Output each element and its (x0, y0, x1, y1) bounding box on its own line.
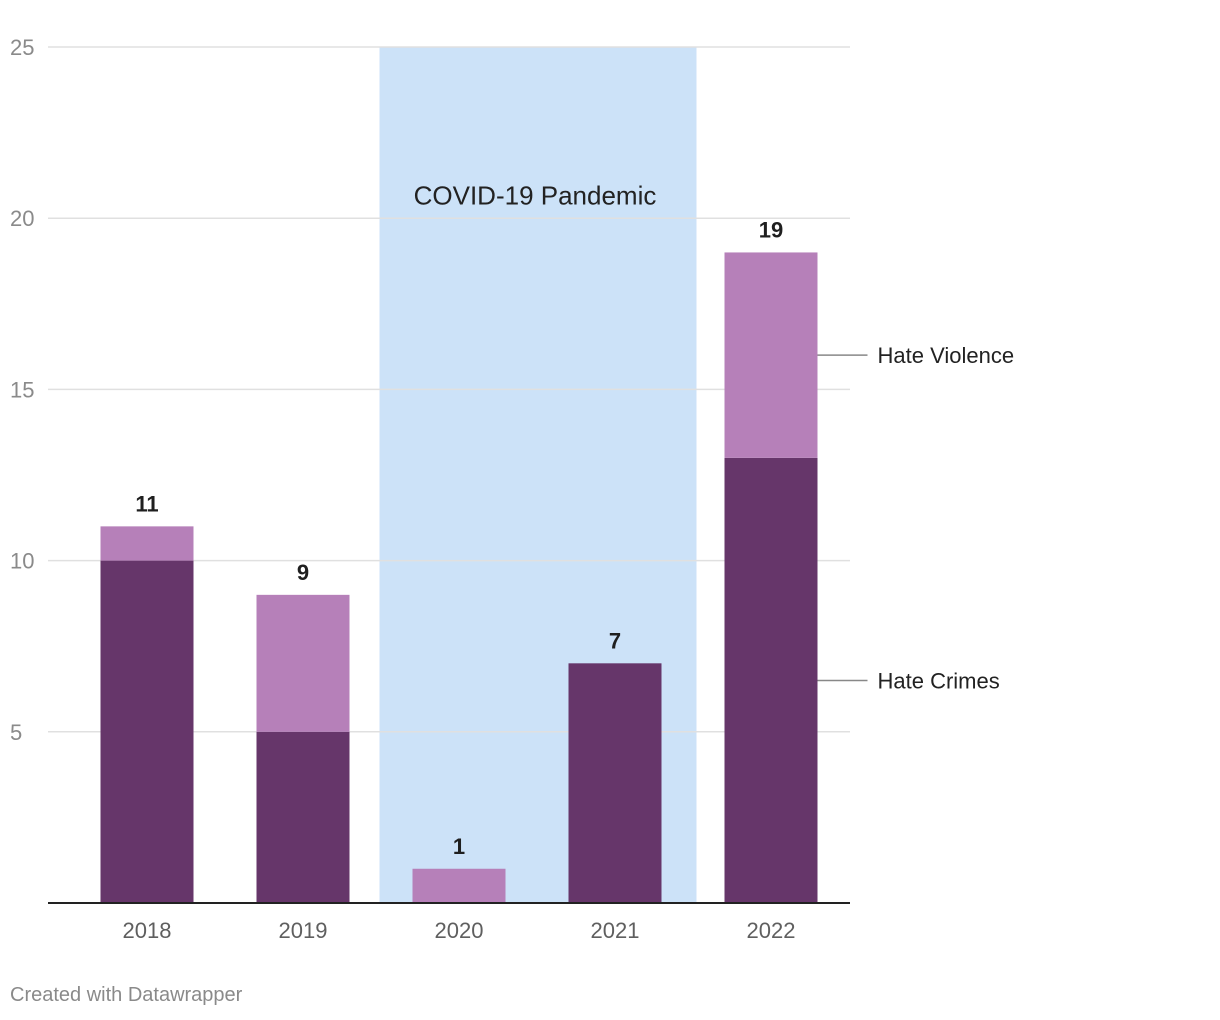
x-tick-label: 2019 (279, 918, 328, 943)
covid-band-label: COVID-19 Pandemic (414, 181, 657, 211)
x-tick-label: 2020 (435, 918, 484, 943)
bar-hate-violence-2020 (412, 868, 506, 903)
bar-total-label: 19 (759, 217, 783, 242)
y-tick-label: 25 (10, 35, 34, 60)
credit-text: Created with Datawrapper (10, 984, 243, 1006)
bar-total-label: 11 (135, 491, 158, 516)
bar-hate-violence-2022 (724, 252, 818, 458)
bar-hate-violence-2018 (100, 526, 194, 561)
bar-hate-crimes-2019 (256, 731, 350, 903)
legend-label-hate-violence: Hate Violence (878, 343, 1015, 368)
y-tick-label: 20 (10, 206, 34, 231)
x-tick-label: 2018 (123, 918, 172, 943)
bar-hate-crimes-2022 (724, 457, 818, 903)
y-tick-label: 5 (10, 720, 22, 745)
bar-hate-crimes-2018 (100, 560, 194, 903)
bar-hate-violence-2019 (256, 594, 350, 732)
stacked-bar-chart: COVID-19 Pandemic 5 10 15 20 25 2018 2019 2020… (10, 35, 1015, 943)
y-tick-label: 10 (10, 549, 34, 574)
legend-label-hate-crimes: Hate Crimes (878, 668, 1000, 693)
bar-total-label: 9 (297, 560, 309, 585)
bar-total-label: 7 (609, 628, 621, 653)
bar-hate-crimes-2021 (568, 663, 662, 903)
y-tick-label: 15 (10, 377, 34, 402)
x-tick-label: 2021 (591, 918, 640, 943)
bar-total-label: 1 (453, 834, 465, 859)
x-tick-label: 2022 (747, 918, 796, 943)
